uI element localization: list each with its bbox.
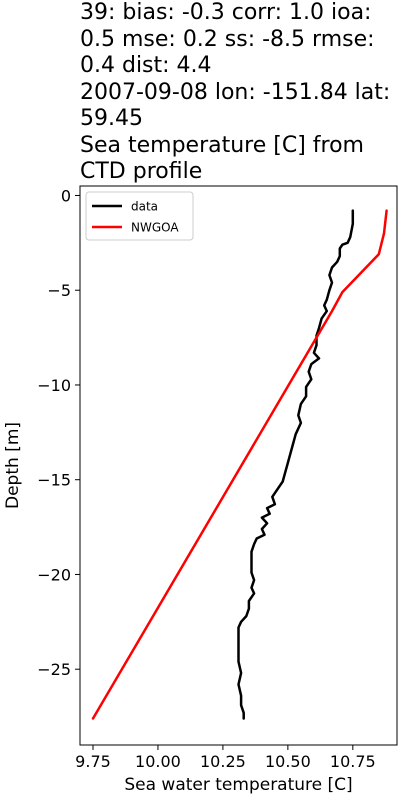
ticks-layer: 9.75 10.00 10.25 10.50 10.75 0 −5 −10 −15 −20 −25 [37, 186, 375, 771]
x-tick-label: 10.75 [330, 752, 376, 771]
y-tick-label: 0 [61, 186, 71, 205]
series-line-data [237, 209, 355, 720]
title-line: 39: bias: -0.3 corr: 1.0 ioa: [80, 0, 372, 25]
series-line-nwgoa [91, 209, 388, 720]
x-tick-label: 9.75 [75, 752, 111, 771]
y-tick-label: −20 [37, 565, 71, 584]
chart-title: 39: bias: -0.3 corr: 1.0 ioa: 0.5 mse: 0.… [80, 0, 400, 186]
x-tick-label: 10.50 [265, 752, 311, 771]
title-line: Sea temperature [C] from [80, 132, 364, 158]
legend-entry: data [131, 200, 158, 214]
y-axis-label: Depth [m] [3, 422, 23, 509]
title-line: 59.45 [80, 106, 143, 131]
y-tick-label: −25 [37, 660, 71, 679]
series-layer [91, 209, 388, 720]
legend-entry: NWGOA [131, 221, 179, 235]
y-tick-label: −15 [37, 471, 71, 490]
title-line: 0.4 dist: 4.4 [80, 53, 212, 78]
title-line: 0.5 mse: 0.2 ss: -8.5 rmse: [80, 26, 375, 52]
x-axis-label: Sea water temperature [C] [124, 775, 352, 795]
y-tick-label: −5 [47, 281, 71, 300]
axes-frame [79, 185, 398, 746]
y-tick-label: −10 [37, 376, 71, 395]
x-tick-label: 10.00 [135, 752, 181, 771]
title-line: 2007-09-08 lon: -151.84 lat: [80, 79, 391, 105]
title-line: CTD profile [80, 159, 203, 184]
x-tick-label: 10.25 [200, 752, 246, 771]
legend: data NWGOA [85, 191, 194, 241]
